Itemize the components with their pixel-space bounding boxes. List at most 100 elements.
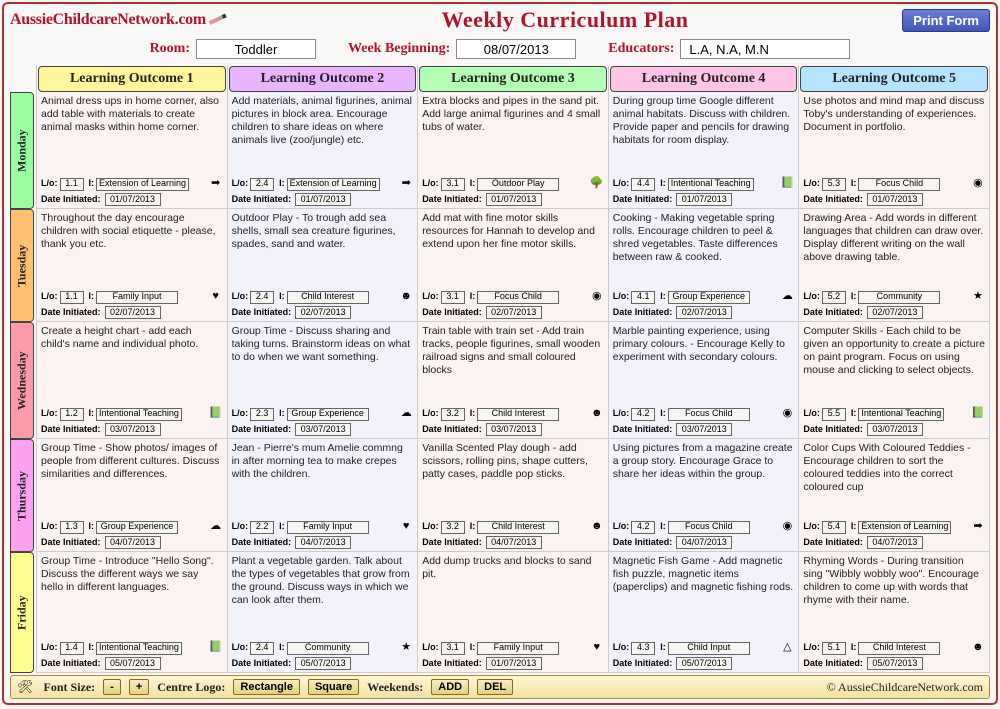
i-value[interactable]: Extension of Learning [287,178,380,191]
i-value[interactable]: Intentional Teaching [96,642,182,655]
i-value[interactable]: Family Input [287,521,369,534]
i-value[interactable]: Child Interest [477,521,559,534]
lo-value[interactable]: 3.1 [441,642,465,655]
i-value[interactable]: Intentional Teaching [668,178,754,191]
i-value[interactable]: Focus Child [668,521,750,534]
header-row: AussieChildcareNetwork.com Weekly Curric… [10,8,990,32]
weekends-add-button[interactable]: ADD [431,679,469,695]
lo-value[interactable]: 5.3 [822,178,846,191]
i-value[interactable]: Focus Child [668,408,750,421]
date-value[interactable]: 03/07/2013 [295,423,351,436]
lo-value[interactable]: 5.2 [822,291,846,304]
lo-value[interactable]: 1.4 [60,642,84,655]
print-button[interactable]: Print Form [902,9,990,32]
lo-value[interactable]: 3.1 [441,178,465,191]
i-value[interactable]: Intentional Teaching [858,408,944,421]
outcome-col-3: Learning Outcome 3Extra blocks and pipes… [417,66,608,673]
date-value[interactable]: 02/07/2013 [295,306,351,319]
educators-input[interactable] [680,39,850,59]
outcome-header-2: Learning Outcome 2 [229,66,417,92]
fontsize-minus-button[interactable]: - [103,679,121,695]
i-value[interactable]: Child Input [668,642,750,655]
date-value[interactable]: 03/07/2013 [486,423,542,436]
date-value[interactable]: 02/07/2013 [105,306,161,319]
date-value[interactable]: 01/07/2013 [867,193,923,206]
lo-value[interactable]: 2.4 [250,642,274,655]
i-value[interactable]: Group Experience [287,408,369,421]
i-value[interactable]: Group Experience [96,521,178,534]
lo-value[interactable]: 1.2 [60,408,84,421]
lo-value[interactable]: 1.3 [60,521,84,534]
date-value[interactable]: 02/07/2013 [486,306,542,319]
extension-icon: ➡ [399,177,413,191]
lo-value[interactable]: 5.5 [822,408,846,421]
i-value[interactable]: Family Input [96,291,178,304]
date-value[interactable]: 01/07/2013 [105,193,161,206]
lo-value[interactable]: 1.1 [60,178,84,191]
cell-meta-row: L/o: 5.5 I: Intentional Teaching📗 [803,407,985,421]
lo-value[interactable]: 4.1 [631,291,655,304]
date-value[interactable]: 04/07/2013 [676,536,732,549]
lo-value[interactable]: 4.2 [631,408,655,421]
i-value[interactable]: Community [858,291,940,304]
date-value[interactable]: 03/07/2013 [105,423,161,436]
i-value[interactable]: Extension of Learning [858,521,951,534]
i-value[interactable]: Community [287,642,369,655]
date-value[interactable]: 05/07/2013 [676,657,732,670]
lo-value[interactable]: 2.4 [250,178,274,191]
date-value[interactable]: 01/07/2013 [295,193,351,206]
i-value[interactable]: Focus Child [477,291,559,304]
lo-value[interactable]: 3.2 [441,521,465,534]
lo-value[interactable]: 3.2 [441,408,465,421]
date-value[interactable]: 01/07/2013 [486,193,542,206]
weekends-del-button[interactable]: DEL [477,679,513,695]
date-value[interactable]: 05/07/2013 [295,657,351,670]
date-value[interactable]: 03/07/2013 [676,423,732,436]
lo-value[interactable]: 4.2 [631,521,655,534]
cell-text: Group Time - Discuss sharing and taking … [232,325,414,405]
lo-value[interactable]: 5.4 [822,521,846,534]
child_interest-icon: ☻ [399,290,413,304]
lo-value[interactable]: 4.4 [631,178,655,191]
i-value[interactable]: Group Experience [668,291,750,304]
room-input[interactable] [196,39,316,59]
date-value[interactable]: 05/07/2013 [867,657,923,670]
i-value[interactable]: Child Interest [477,408,559,421]
fontsize-plus-button[interactable]: + [129,679,149,695]
i-value[interactable]: Family Input [477,642,559,655]
lo-value[interactable]: 4.3 [631,642,655,655]
date-value[interactable]: 04/07/2013 [105,536,161,549]
site-logo: AussieChildcareNetwork.com [10,11,228,29]
i-value[interactable]: Focus Child [858,178,940,191]
cell-text: Rhyming Words - During transition sing "… [803,555,985,639]
date-value[interactable]: 02/07/2013 [867,306,923,319]
date-value[interactable]: 02/07/2013 [676,306,732,319]
i-value[interactable]: Intentional Teaching [96,408,182,421]
date-value[interactable]: 05/07/2013 [105,657,161,670]
lo-value[interactable]: 2.2 [250,521,274,534]
lo-value[interactable]: 1.1 [60,291,84,304]
plan-cell: Computer Skills - Each child to be given… [799,322,989,439]
i-value[interactable]: Child Interest [287,291,369,304]
lo-value[interactable]: 5.1 [822,642,846,655]
plan-cell: Marble painting experience, using primar… [609,322,799,439]
cell-meta-row: L/o: 5.2 I: Community★ [803,290,985,304]
date-value[interactable]: 04/07/2013 [486,536,542,549]
i-value[interactable]: Extension of Learning [96,178,189,191]
date-value[interactable]: 01/07/2013 [676,193,732,206]
lo-value[interactable]: 3.1 [441,291,465,304]
date-value[interactable]: 01/07/2013 [486,657,542,670]
i-value[interactable]: Child Interest [858,642,940,655]
logo-square-button[interactable]: Square [308,679,359,695]
outcome-header-1: Learning Outcome 1 [38,66,226,92]
date-value[interactable]: 04/07/2013 [867,536,923,549]
lo-value[interactable]: 2.3 [250,408,274,421]
week-input[interactable] [456,39,576,59]
i-value[interactable]: Outdoor Play [477,178,559,191]
date-value[interactable]: 04/07/2013 [295,536,351,549]
cell-date-row: Date Initiated: 01/07/2013 [613,193,795,206]
date-value[interactable]: 03/07/2013 [867,423,923,436]
lo-value[interactable]: 2.4 [250,291,274,304]
logo-rectangle-button[interactable]: Rectangle [233,679,300,695]
cell-date-row: Date Initiated: 05/07/2013 [803,657,985,670]
